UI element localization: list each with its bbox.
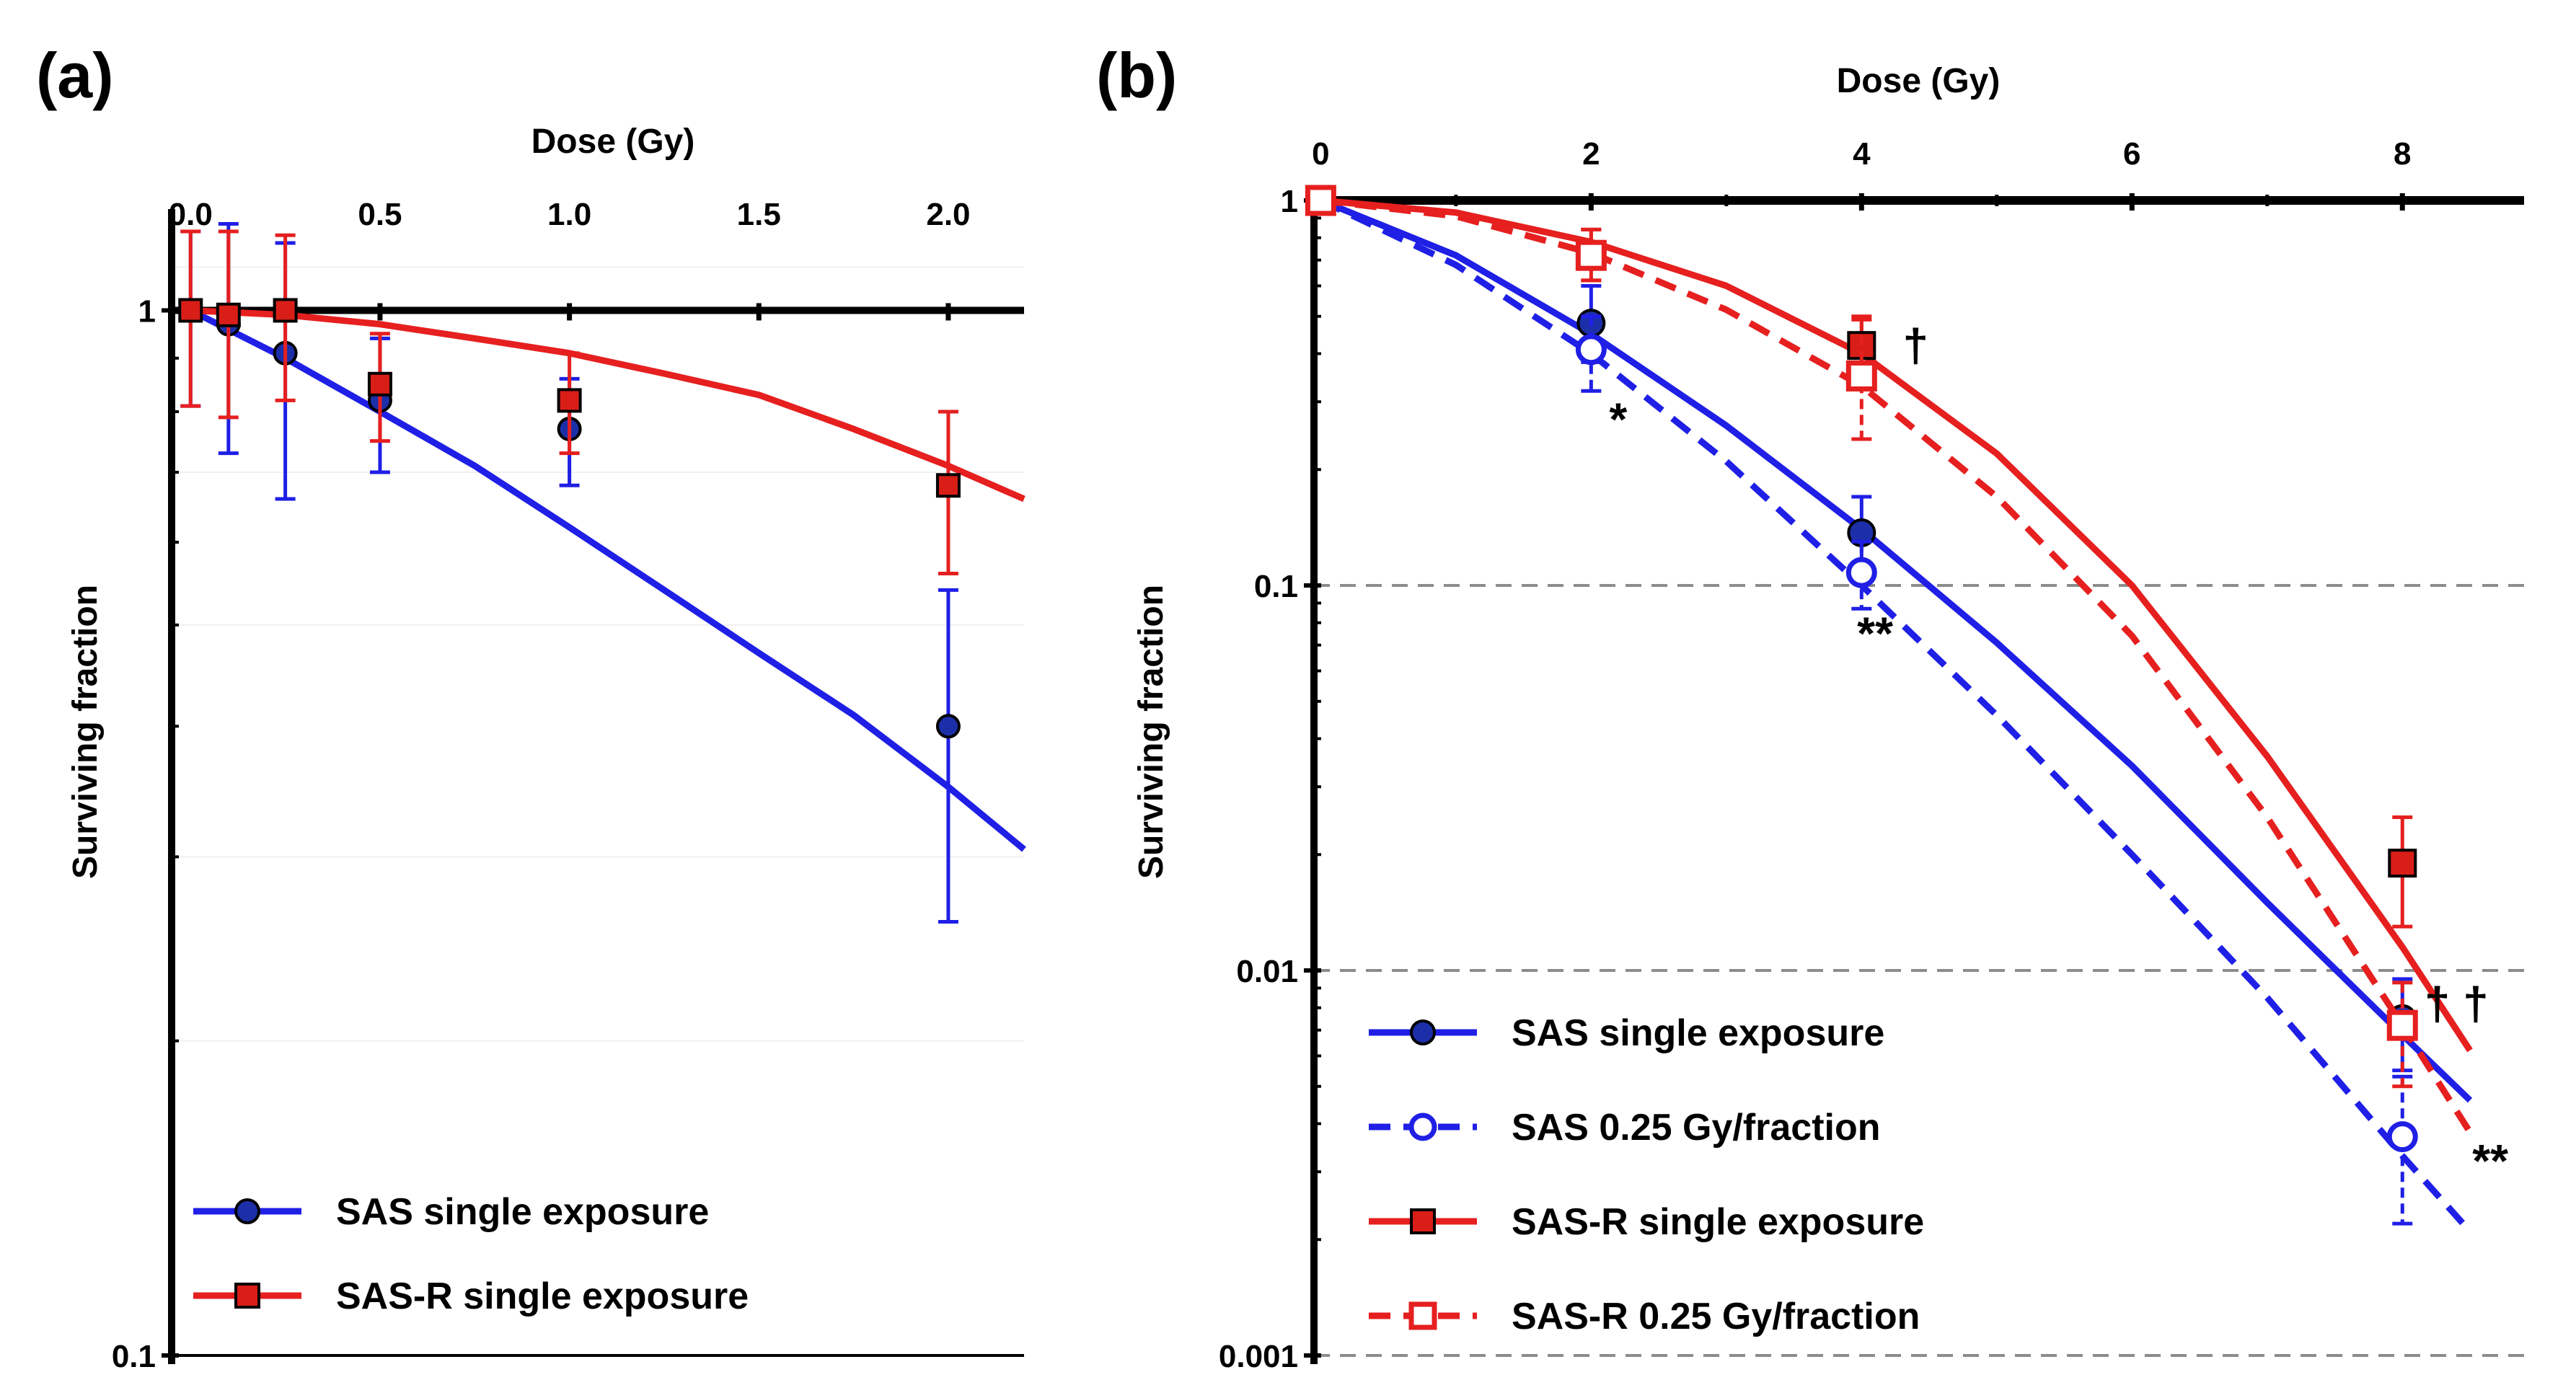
- panel-b-y-tick-label: 1: [1281, 184, 1298, 219]
- panel-a-series-1: [178, 229, 1025, 575]
- fit-line: [1319, 197, 2473, 1234]
- legend-swatch-marker: [234, 1283, 260, 1309]
- legend-swatch-marker: [234, 1198, 260, 1224]
- panel-b-legend-item: SAS single exposure: [1369, 1012, 1884, 1054]
- data-point: [367, 371, 392, 397]
- panel-a-legend-item: SAS-R single exposure: [193, 1275, 749, 1317]
- panel-a-x-axis-title: Dose (Gy): [531, 123, 695, 161]
- panel-b-legend-item: SAS-R 0.25 Gy/fraction: [1369, 1296, 1920, 1337]
- significance-annotation: **: [2472, 1135, 2508, 1187]
- panel-a-legend-item: SAS single exposure: [193, 1191, 709, 1233]
- panel-a-x-tick-label: 1.5: [737, 197, 781, 232]
- data-point: [1845, 360, 1877, 391]
- data-point: [1575, 239, 1607, 271]
- panel-b-annotations: * † ** † † **: [1609, 319, 2508, 1187]
- panel-b-x-tick-label: 4: [1853, 136, 1871, 172]
- significance-annotation: **: [1857, 608, 1893, 660]
- significance-annotation: †: [1903, 319, 1929, 371]
- data-point: [935, 473, 961, 498]
- panel-b-series: [1305, 185, 2473, 1234]
- data-point: [1305, 185, 1336, 216]
- panel-a-x-tick-label: 2.0: [926, 197, 970, 232]
- panel-b-y-axis-title: Surviving fraction: [1132, 585, 1170, 879]
- panel-b-y-tick-label: 0.01: [1236, 954, 1298, 989]
- panel-a-x-ticks: 0.0 0.5 1.0 1.5 2.0: [169, 197, 971, 321]
- panel-b-x-axis-title: Dose (Gy): [1837, 62, 2001, 100]
- panel-b-axes: [1310, 196, 2524, 1364]
- panel-b-x-tick-label: 6: [2123, 136, 2140, 172]
- fit-line: [1320, 197, 2473, 1053]
- panel-b-x-ticks: 0 2 4 6 8: [1312, 136, 2412, 211]
- data-point: [1845, 557, 1877, 588]
- panel-a-y-tick-label: 1: [138, 293, 156, 329]
- legend-label: SAS single exposure: [336, 1191, 709, 1233]
- panel-b-x-tick-label: 2: [1582, 136, 1600, 172]
- panel-a-x-tick-label: 0.5: [358, 197, 402, 232]
- panel-b-label: (b): [1096, 40, 1177, 111]
- legend-swatch-marker: [1408, 1301, 1437, 1330]
- legend-swatch-marker: [1408, 1112, 1437, 1141]
- legend-label: SAS single exposure: [1512, 1012, 1884, 1054]
- panel-b-legend-item: SAS-R single exposure: [1369, 1201, 1924, 1243]
- legend-swatch-marker: [1410, 1019, 1436, 1045]
- fit-line: [1320, 197, 2473, 1134]
- significance-annotation: *: [1609, 394, 1627, 446]
- panel-b-chart: (b) Dose (Gy) Surviving fraction 0 2 4 6 8 0…: [1096, 40, 2524, 1374]
- data-point: [273, 298, 298, 323]
- data-point: [178, 298, 203, 323]
- panel-a-y-tick-label: 0.1: [112, 1339, 156, 1374]
- fit-line: [1319, 197, 2473, 1103]
- panel-a-axes: [168, 209, 1024, 1364]
- panel-a-label: (a): [36, 40, 114, 111]
- legend-swatch-marker: [1410, 1208, 1436, 1234]
- legend-label: SAS-R single exposure: [1512, 1201, 1924, 1243]
- panel-a-x-tick-label: 1.0: [547, 197, 591, 232]
- data-point: [935, 714, 961, 739]
- panel-b-x-tick-label: 0: [1312, 136, 1329, 172]
- panel-b-y-ticks: 0.001 0.01 0.1 1: [1219, 184, 1321, 1374]
- fit-line: [189, 307, 1026, 852]
- panel-b-x-tick-label: 8: [2394, 136, 2411, 172]
- data-point: [2388, 849, 2417, 878]
- panel-a-legend: SAS single exposure SAS-R single exposure: [193, 1191, 749, 1317]
- panel-a-series: [178, 221, 1026, 924]
- panel-b-series-1: [1305, 185, 2473, 1234]
- panel-b-gridlines: [1314, 584, 2524, 1357]
- significance-annotation: † †: [2425, 978, 2489, 1030]
- panel-b-y-tick-label: 0.001: [1219, 1339, 1298, 1374]
- panel-b-legend: SAS single exposure SAS 0.25 Gy/fraction S…: [1369, 1012, 1924, 1337]
- fit-line: [190, 306, 1025, 503]
- data-point: [1575, 334, 1607, 366]
- panel-b-series-3: [1305, 185, 2473, 1134]
- legend-label: SAS-R 0.25 Gy/fraction: [1512, 1296, 1920, 1337]
- data-point: [557, 388, 582, 413]
- panel-a-y-ticks: 0.11: [112, 293, 179, 1374]
- legend-label: SAS-R single exposure: [336, 1275, 749, 1317]
- panel-a-series-0: [178, 221, 1026, 924]
- panel-a-x-tick-label: 0.0: [169, 197, 213, 232]
- panel-a-y-axis-title: Surviving fraction: [66, 585, 105, 879]
- data-point: [2386, 1121, 2418, 1153]
- data-point: [216, 302, 241, 327]
- panel-a-gridlines: [172, 266, 1024, 1042]
- panel-a-chart: (a) Dose (Gy) Surviving fraction 0.0 0.5 1…: [36, 40, 1026, 1374]
- data-point: [2386, 1009, 2418, 1041]
- legend-label: SAS 0.25 Gy/fraction: [1512, 1107, 1881, 1149]
- panel-b-legend-item: SAS 0.25 Gy/fraction: [1369, 1107, 1881, 1149]
- panel-b-y-tick-label: 0.1: [1254, 569, 1298, 604]
